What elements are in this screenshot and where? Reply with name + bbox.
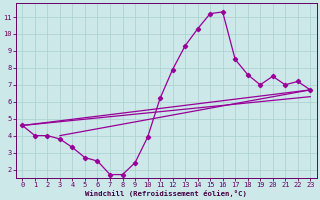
X-axis label: Windchill (Refroidissement éolien,°C): Windchill (Refroidissement éolien,°C) [85, 190, 247, 197]
